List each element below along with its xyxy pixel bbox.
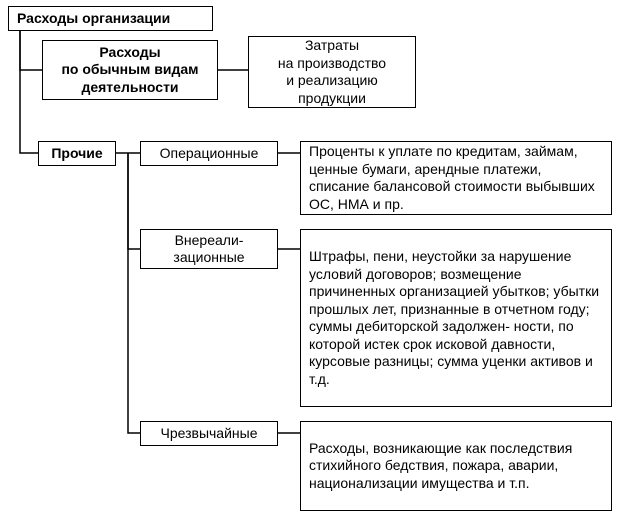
node-nonop: Внереали-зационные (140, 229, 278, 269)
node-op: Операционные (140, 141, 278, 166)
node-root: Расходы организации (8, 6, 213, 31)
node-op-desc: Проценты к уплате по кредитам, займам, ц… (300, 141, 612, 215)
node-ordinary: Расходыпо обычным видамдеятельности (42, 40, 218, 100)
node-extra: Чрезвычайные (140, 421, 278, 446)
node-ordinary-desc: Затратына производствои реализациюпродук… (248, 36, 416, 108)
node-nonop-desc: Штрафы, пени, неустойки за нарушение усл… (300, 229, 612, 407)
node-other: Прочие (38, 141, 116, 166)
diagram-canvas: Расходы организации Расходыпо обычным ви… (0, 0, 631, 522)
node-extra-desc: Расходы, возникающие как последствия сти… (300, 421, 612, 511)
